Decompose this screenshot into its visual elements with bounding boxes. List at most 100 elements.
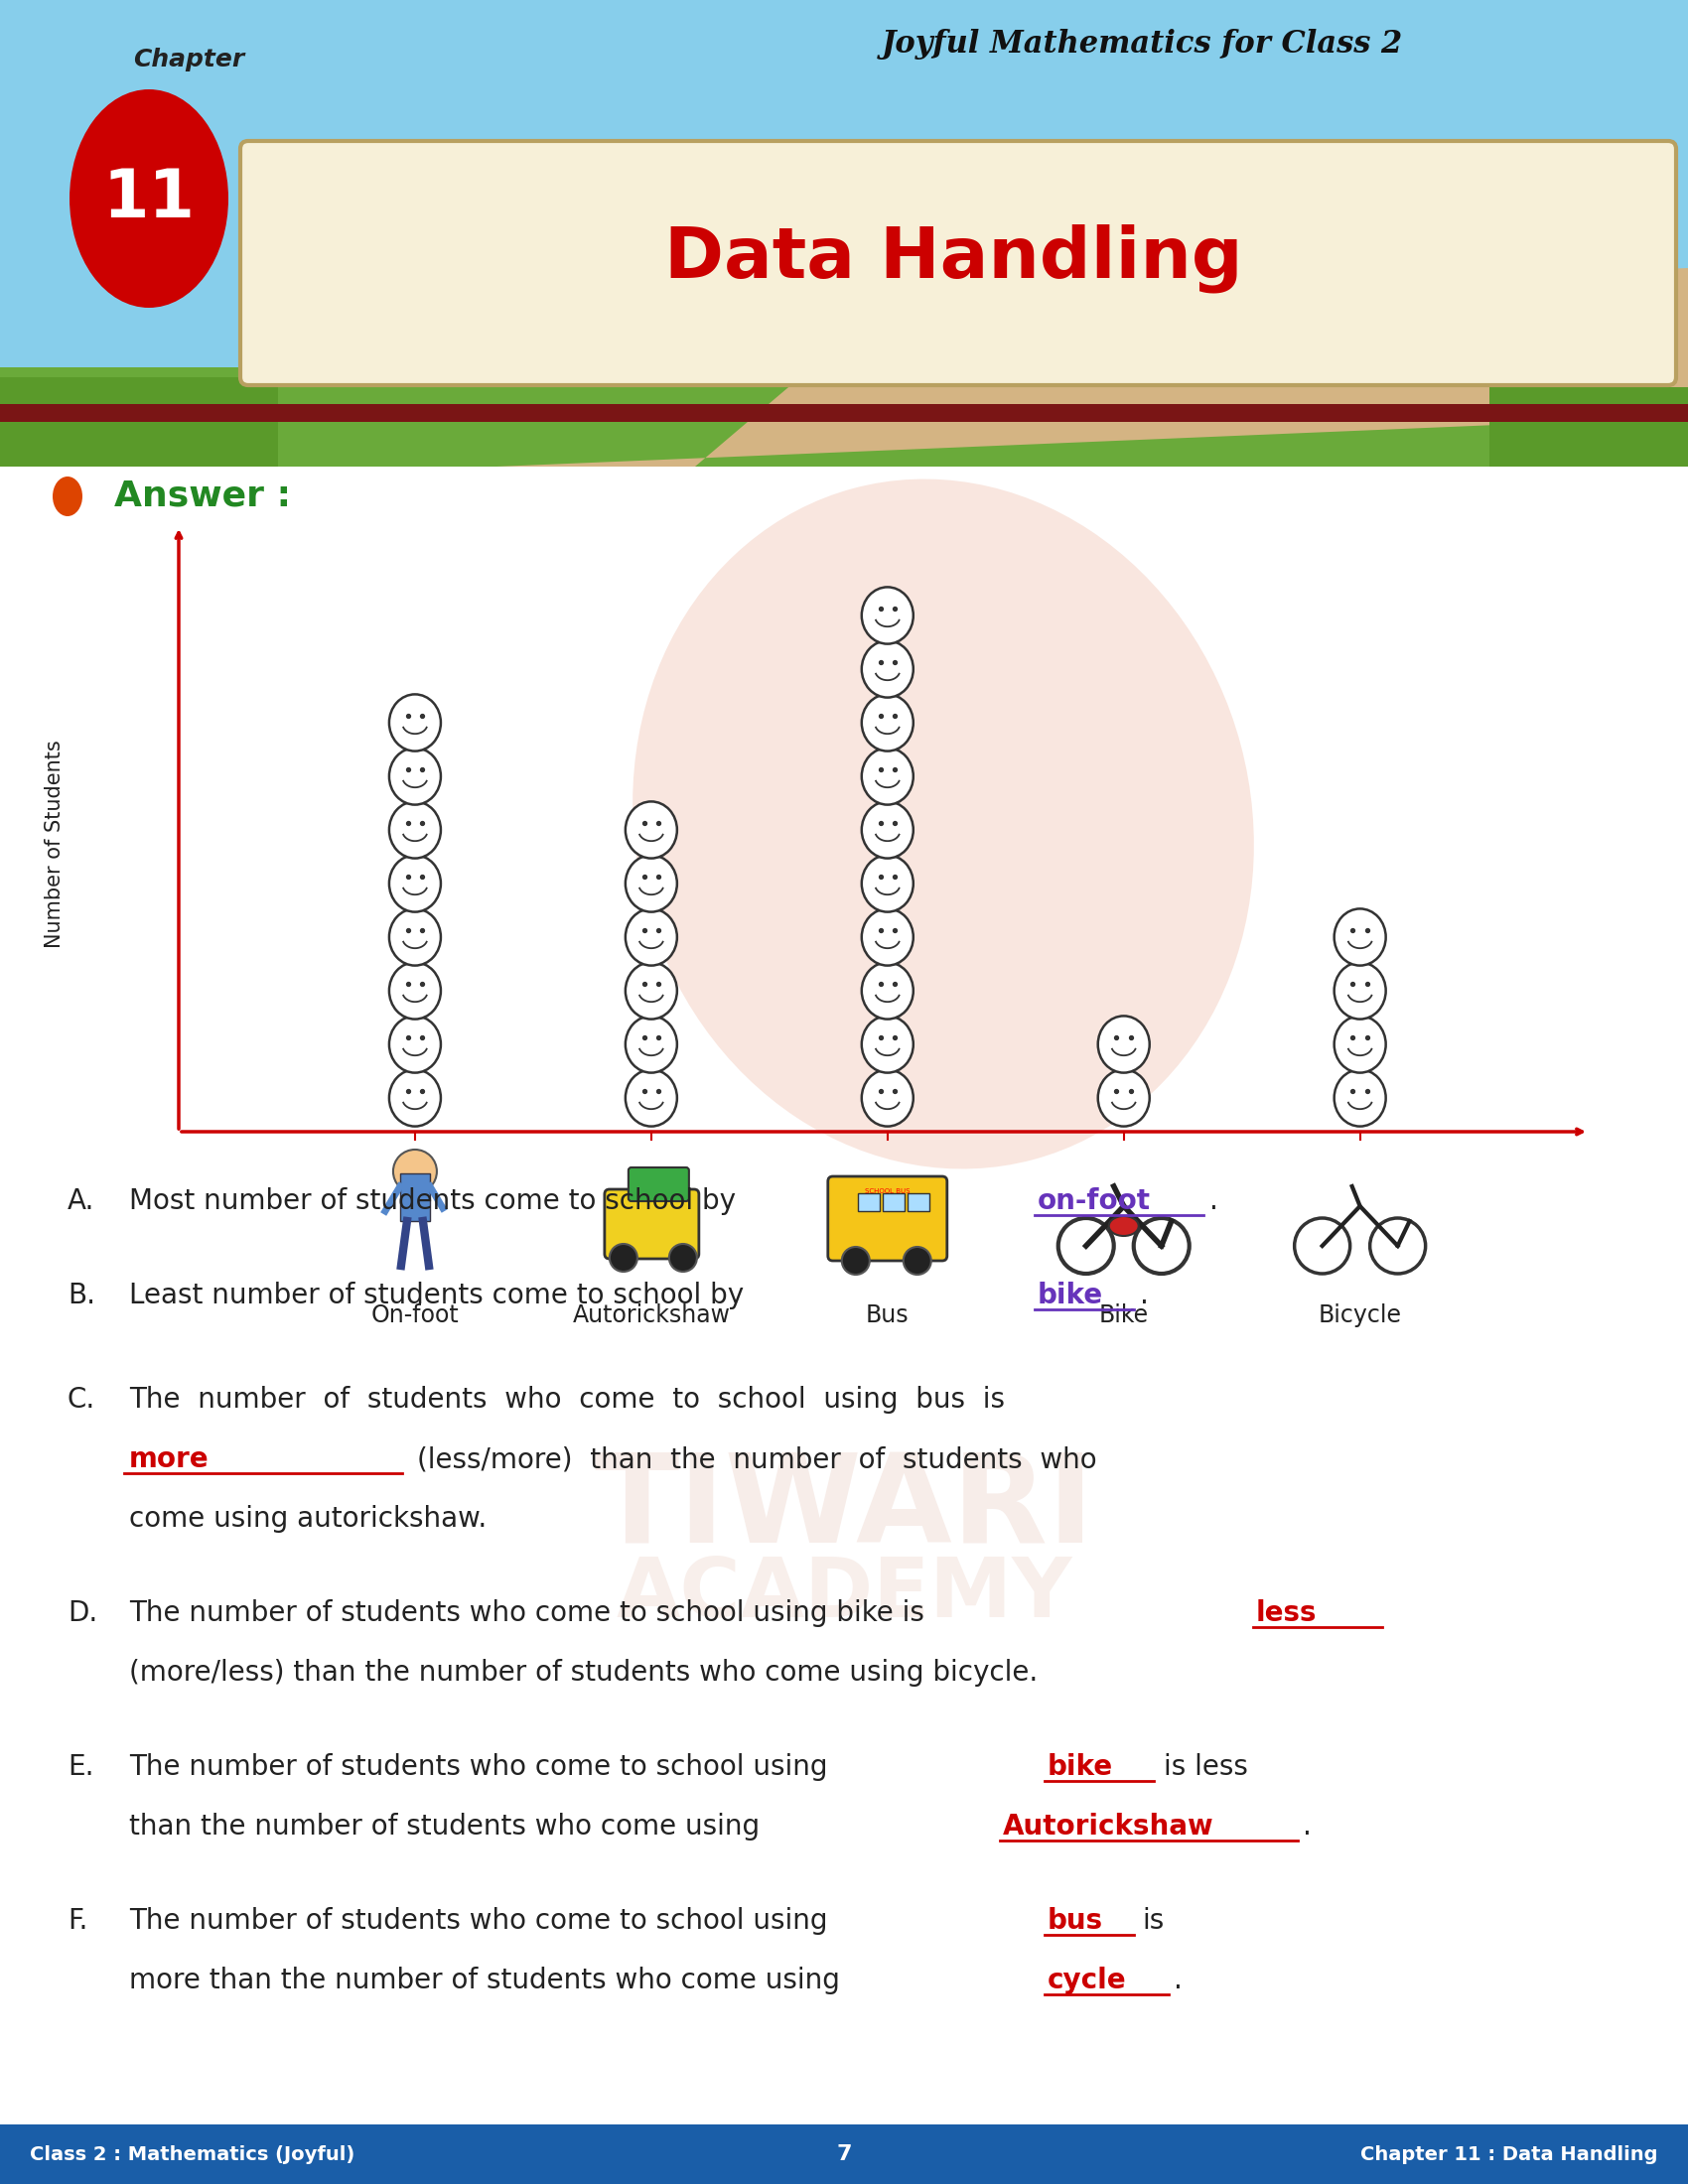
Ellipse shape [861,1070,913,1127]
Text: Answer :: Answer : [115,480,290,513]
Text: ACADEMY: ACADEMY [616,1553,1072,1634]
Ellipse shape [861,963,913,1020]
Ellipse shape [390,695,441,751]
FancyBboxPatch shape [400,1173,430,1221]
Ellipse shape [390,909,441,965]
Ellipse shape [1334,963,1386,1020]
Text: than the number of students who come using: than the number of students who come usi… [128,1813,760,1841]
Ellipse shape [1097,1016,1150,1072]
Text: more than the number of students who come using: more than the number of students who com… [128,1966,841,1994]
Text: come using autorickshaw.: come using autorickshaw. [128,1505,486,1533]
Ellipse shape [626,802,677,858]
Text: Bike: Bike [1099,1304,1148,1328]
Ellipse shape [390,747,441,804]
Ellipse shape [626,963,677,1020]
Ellipse shape [626,856,677,913]
FancyBboxPatch shape [883,1192,905,1212]
Ellipse shape [626,909,677,965]
Text: more: more [128,1446,209,1474]
Ellipse shape [626,1070,677,1127]
Text: B.: B. [68,1282,95,1310]
Text: On-foot: On-foot [371,1304,459,1328]
Text: E.: E. [68,1754,95,1780]
Circle shape [609,1245,638,1271]
Text: .: . [1303,1813,1312,1841]
Text: Least number of students come to school by: Least number of students come to school … [128,1282,744,1310]
Text: Chapter: Chapter [133,48,245,72]
Text: is: is [1141,1907,1165,1935]
Text: Most number of students come to school by: Most number of students come to school b… [128,1188,736,1214]
Text: The number of students who come to school using bike is: The number of students who come to schoo… [128,1599,925,1627]
Ellipse shape [390,1016,441,1072]
Ellipse shape [69,90,228,308]
Ellipse shape [861,909,913,965]
Text: 11: 11 [103,166,196,232]
Ellipse shape [390,802,441,858]
Text: Bicycle: Bicycle [1318,1304,1401,1328]
Text: bus: bus [1048,1907,1104,1935]
Circle shape [668,1245,697,1271]
Ellipse shape [1334,909,1386,965]
Ellipse shape [390,1070,441,1127]
Text: The number of students who come to school using: The number of students who come to schoo… [128,1907,827,1935]
Ellipse shape [1097,1070,1150,1127]
Text: D.: D. [68,1599,98,1627]
FancyBboxPatch shape [604,1190,699,1258]
Text: Class 2 : Mathematics (Joyful): Class 2 : Mathematics (Joyful) [30,2145,354,2164]
Text: A.: A. [68,1188,95,1214]
Ellipse shape [390,856,441,913]
Circle shape [393,1149,437,1192]
Circle shape [842,1247,869,1275]
Text: less: less [1256,1599,1317,1627]
Text: Autorickshaw: Autorickshaw [1003,1813,1214,1841]
Ellipse shape [1109,1216,1139,1236]
Ellipse shape [861,1016,913,1072]
Ellipse shape [1334,1070,1386,1127]
Text: .: . [1209,1188,1219,1214]
Text: F.: F. [68,1907,88,1935]
Text: SCHOOL BUS: SCHOOL BUS [864,1188,910,1195]
Ellipse shape [861,856,913,913]
Text: Joyful Mathematics for Class 2: Joyful Mathematics for Class 2 [881,28,1403,59]
Text: Data Handling: Data Handling [663,223,1242,293]
Text: 7: 7 [836,2145,852,2164]
Ellipse shape [861,747,913,804]
Ellipse shape [626,1016,677,1072]
Ellipse shape [390,963,441,1020]
Text: Bus: Bus [866,1304,910,1328]
Text: Number of Students: Number of Students [44,740,64,948]
FancyBboxPatch shape [0,0,1688,417]
FancyBboxPatch shape [0,367,1688,467]
Text: is less: is less [1163,1754,1247,1780]
Text: The  number  of  students  who  come  to  school  using  bus  is: The number of students who come to schoo… [128,1387,1004,1413]
FancyBboxPatch shape [0,2125,1688,2184]
Ellipse shape [1334,1016,1386,1072]
FancyBboxPatch shape [858,1192,879,1212]
FancyBboxPatch shape [1489,387,1688,467]
Circle shape [903,1247,932,1275]
Ellipse shape [861,802,913,858]
Ellipse shape [861,695,913,751]
Text: bike: bike [1038,1282,1104,1310]
Text: Autorickshaw: Autorickshaw [572,1304,731,1328]
Text: .: . [1139,1282,1150,1310]
Ellipse shape [633,478,1254,1168]
FancyBboxPatch shape [0,378,279,467]
Polygon shape [496,269,1688,467]
Text: Chapter 11 : Data Handling: Chapter 11 : Data Handling [1361,2145,1658,2164]
Text: on-foot: on-foot [1038,1188,1151,1214]
Text: (less/more)  than  the  number  of  students  who: (less/more) than the number of students … [417,1446,1097,1474]
Text: TIWARI: TIWARI [594,1448,1094,1568]
FancyBboxPatch shape [827,1177,947,1260]
Ellipse shape [861,640,913,697]
FancyBboxPatch shape [0,404,1688,422]
Text: bike: bike [1048,1754,1112,1780]
Text: C.: C. [68,1387,96,1413]
Text: The number of students who come to school using: The number of students who come to schoo… [128,1754,827,1780]
Ellipse shape [861,587,913,644]
Text: cycle: cycle [1048,1966,1126,1994]
Text: (more/less) than the number of students who come using bicycle.: (more/less) than the number of students … [128,1660,1038,1686]
Ellipse shape [52,476,83,515]
FancyBboxPatch shape [628,1168,689,1201]
FancyBboxPatch shape [240,142,1676,384]
